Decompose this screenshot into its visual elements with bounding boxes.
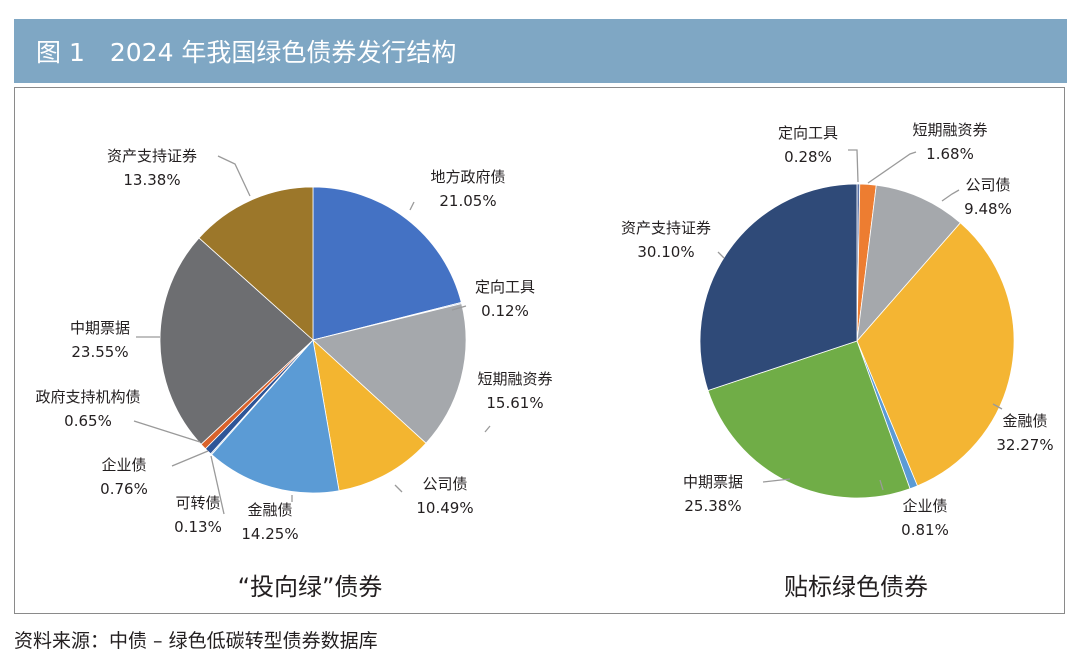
pie-slice	[699, 183, 858, 391]
figure-header: 图 1 2024 年我国绿色债券发行结构	[14, 19, 1067, 83]
leader-line	[992, 403, 1003, 410]
source-note: 资料来源：中债 – 绿色低碳转型债券数据库	[14, 630, 378, 652]
slice-label: 金融债	[1002, 412, 1047, 430]
pie-slice	[211, 339, 340, 494]
slice-value-label: 0.12%	[481, 302, 529, 320]
leader-line	[210, 455, 225, 515]
chart-frame	[14, 87, 1065, 614]
leader-line	[848, 149, 859, 183]
slice-label: 企业债	[101, 456, 146, 474]
slice-label: 企业债	[902, 497, 947, 515]
leader-line	[171, 450, 209, 467]
leader-line	[484, 425, 491, 433]
slice-value-label: 32.27%	[996, 436, 1053, 454]
slice-value-label: 0.28%	[784, 148, 832, 166]
slice-value-label: 10.49%	[416, 499, 473, 517]
slice-label: 定向工具	[778, 124, 838, 142]
pie-slice	[312, 303, 467, 444]
slice-label: 定向工具	[475, 278, 535, 296]
slice-label: 政府支持机构债	[35, 388, 140, 406]
slice-label: 中期票据	[683, 473, 743, 491]
slice-label: 可转债	[175, 494, 220, 512]
figure-title: 图 1 2024 年我国绿色债券发行结构	[36, 38, 457, 67]
pie-chart-1: 地方政府债 21.05% 定向工具 0.12% 短期融资券 15.61% 公司债 10.49%…	[35, 147, 552, 601]
leader-line	[762, 478, 791, 483]
slice-label: 资产支持证券	[107, 147, 197, 165]
slice-value-label: 13.38%	[123, 171, 180, 189]
pie-slice	[198, 186, 314, 341]
slice-label: 公司债	[965, 176, 1010, 194]
slice-label: 地方政府债	[430, 168, 505, 186]
pie-slice	[707, 340, 911, 499]
slice-value-label: 0.13%	[174, 518, 222, 536]
leader-line	[879, 479, 884, 491]
pie-slice	[312, 186, 462, 341]
slice-value-label: 21.05%	[439, 192, 496, 210]
slice-label: 金融债	[247, 501, 292, 519]
pie-slice	[856, 222, 1015, 487]
leader-line	[451, 305, 467, 311]
chart-title: “投向绿”债券	[238, 573, 383, 601]
pie-slice	[312, 338, 427, 492]
slice-value-label: 9.48%	[964, 200, 1012, 218]
slice-value-label: 30.10%	[637, 243, 694, 261]
slice-value-label: 1.68%	[926, 145, 974, 163]
slice-value-label: 25.38%	[684, 497, 741, 515]
slice-value-label: 0.65%	[64, 412, 112, 430]
leader-line	[717, 251, 725, 259]
pie-slice	[159, 237, 314, 445]
leader-line	[394, 484, 403, 493]
slice-label: 中期票据	[70, 319, 130, 337]
slice-value-label: 14.25%	[241, 525, 298, 543]
slice-label: 资产支持证券	[621, 219, 711, 237]
slice-value-label: 0.76%	[100, 480, 148, 498]
leader-line	[409, 201, 415, 211]
slice-label: 短期融资券	[477, 370, 552, 388]
slice-label: 短期融资券	[912, 121, 987, 139]
leader-line	[133, 420, 201, 443]
slice-value-label: 23.55%	[71, 343, 128, 361]
pie-slice	[856, 184, 961, 343]
leader-line	[941, 189, 960, 202]
chart-title: 贴标绿色债券	[784, 573, 928, 601]
slice-label: 公司债	[422, 475, 467, 493]
slice-value-label: 15.61%	[486, 394, 543, 412]
slice-value-label: 0.81%	[901, 521, 949, 539]
pie-chart-2: 定向工具 0.28% 短期融资券 1.68% 公司债 9.48% 金融债 32.27% 企业债 0…	[621, 121, 1054, 601]
leader-line	[217, 155, 251, 197]
leader-line	[867, 151, 917, 184]
